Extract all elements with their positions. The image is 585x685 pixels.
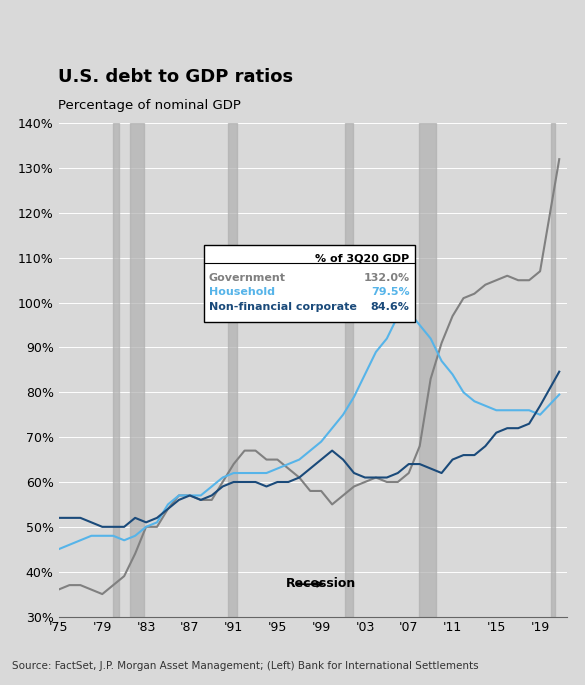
Text: Household: Household: [209, 287, 274, 297]
Bar: [113, 123, 119, 616]
Text: % of 3Q20 GDP: % of 3Q20 GDP: [315, 254, 409, 264]
Bar: [551, 123, 555, 616]
Text: Government: Government: [209, 273, 285, 283]
Text: U.S. debt to GDP ratios: U.S. debt to GDP ratios: [58, 68, 294, 86]
Text: Source: FactSet, J.P. Morgan Asset Management; (Left) Bank for International Set: Source: FactSet, J.P. Morgan Asset Manag…: [12, 661, 479, 671]
Text: Percentage of nominal GDP: Percentage of nominal GDP: [58, 99, 242, 112]
Bar: [419, 123, 436, 616]
Text: 132.0%: 132.0%: [363, 273, 410, 283]
Text: Non-financial corporate: Non-financial corporate: [209, 302, 356, 312]
Bar: [130, 123, 144, 616]
FancyBboxPatch shape: [204, 245, 415, 321]
Text: 84.6%: 84.6%: [371, 302, 409, 312]
Text: Recession: Recession: [286, 577, 356, 590]
Text: 79.5%: 79.5%: [371, 287, 409, 297]
Bar: [228, 123, 237, 616]
Bar: [345, 123, 353, 616]
